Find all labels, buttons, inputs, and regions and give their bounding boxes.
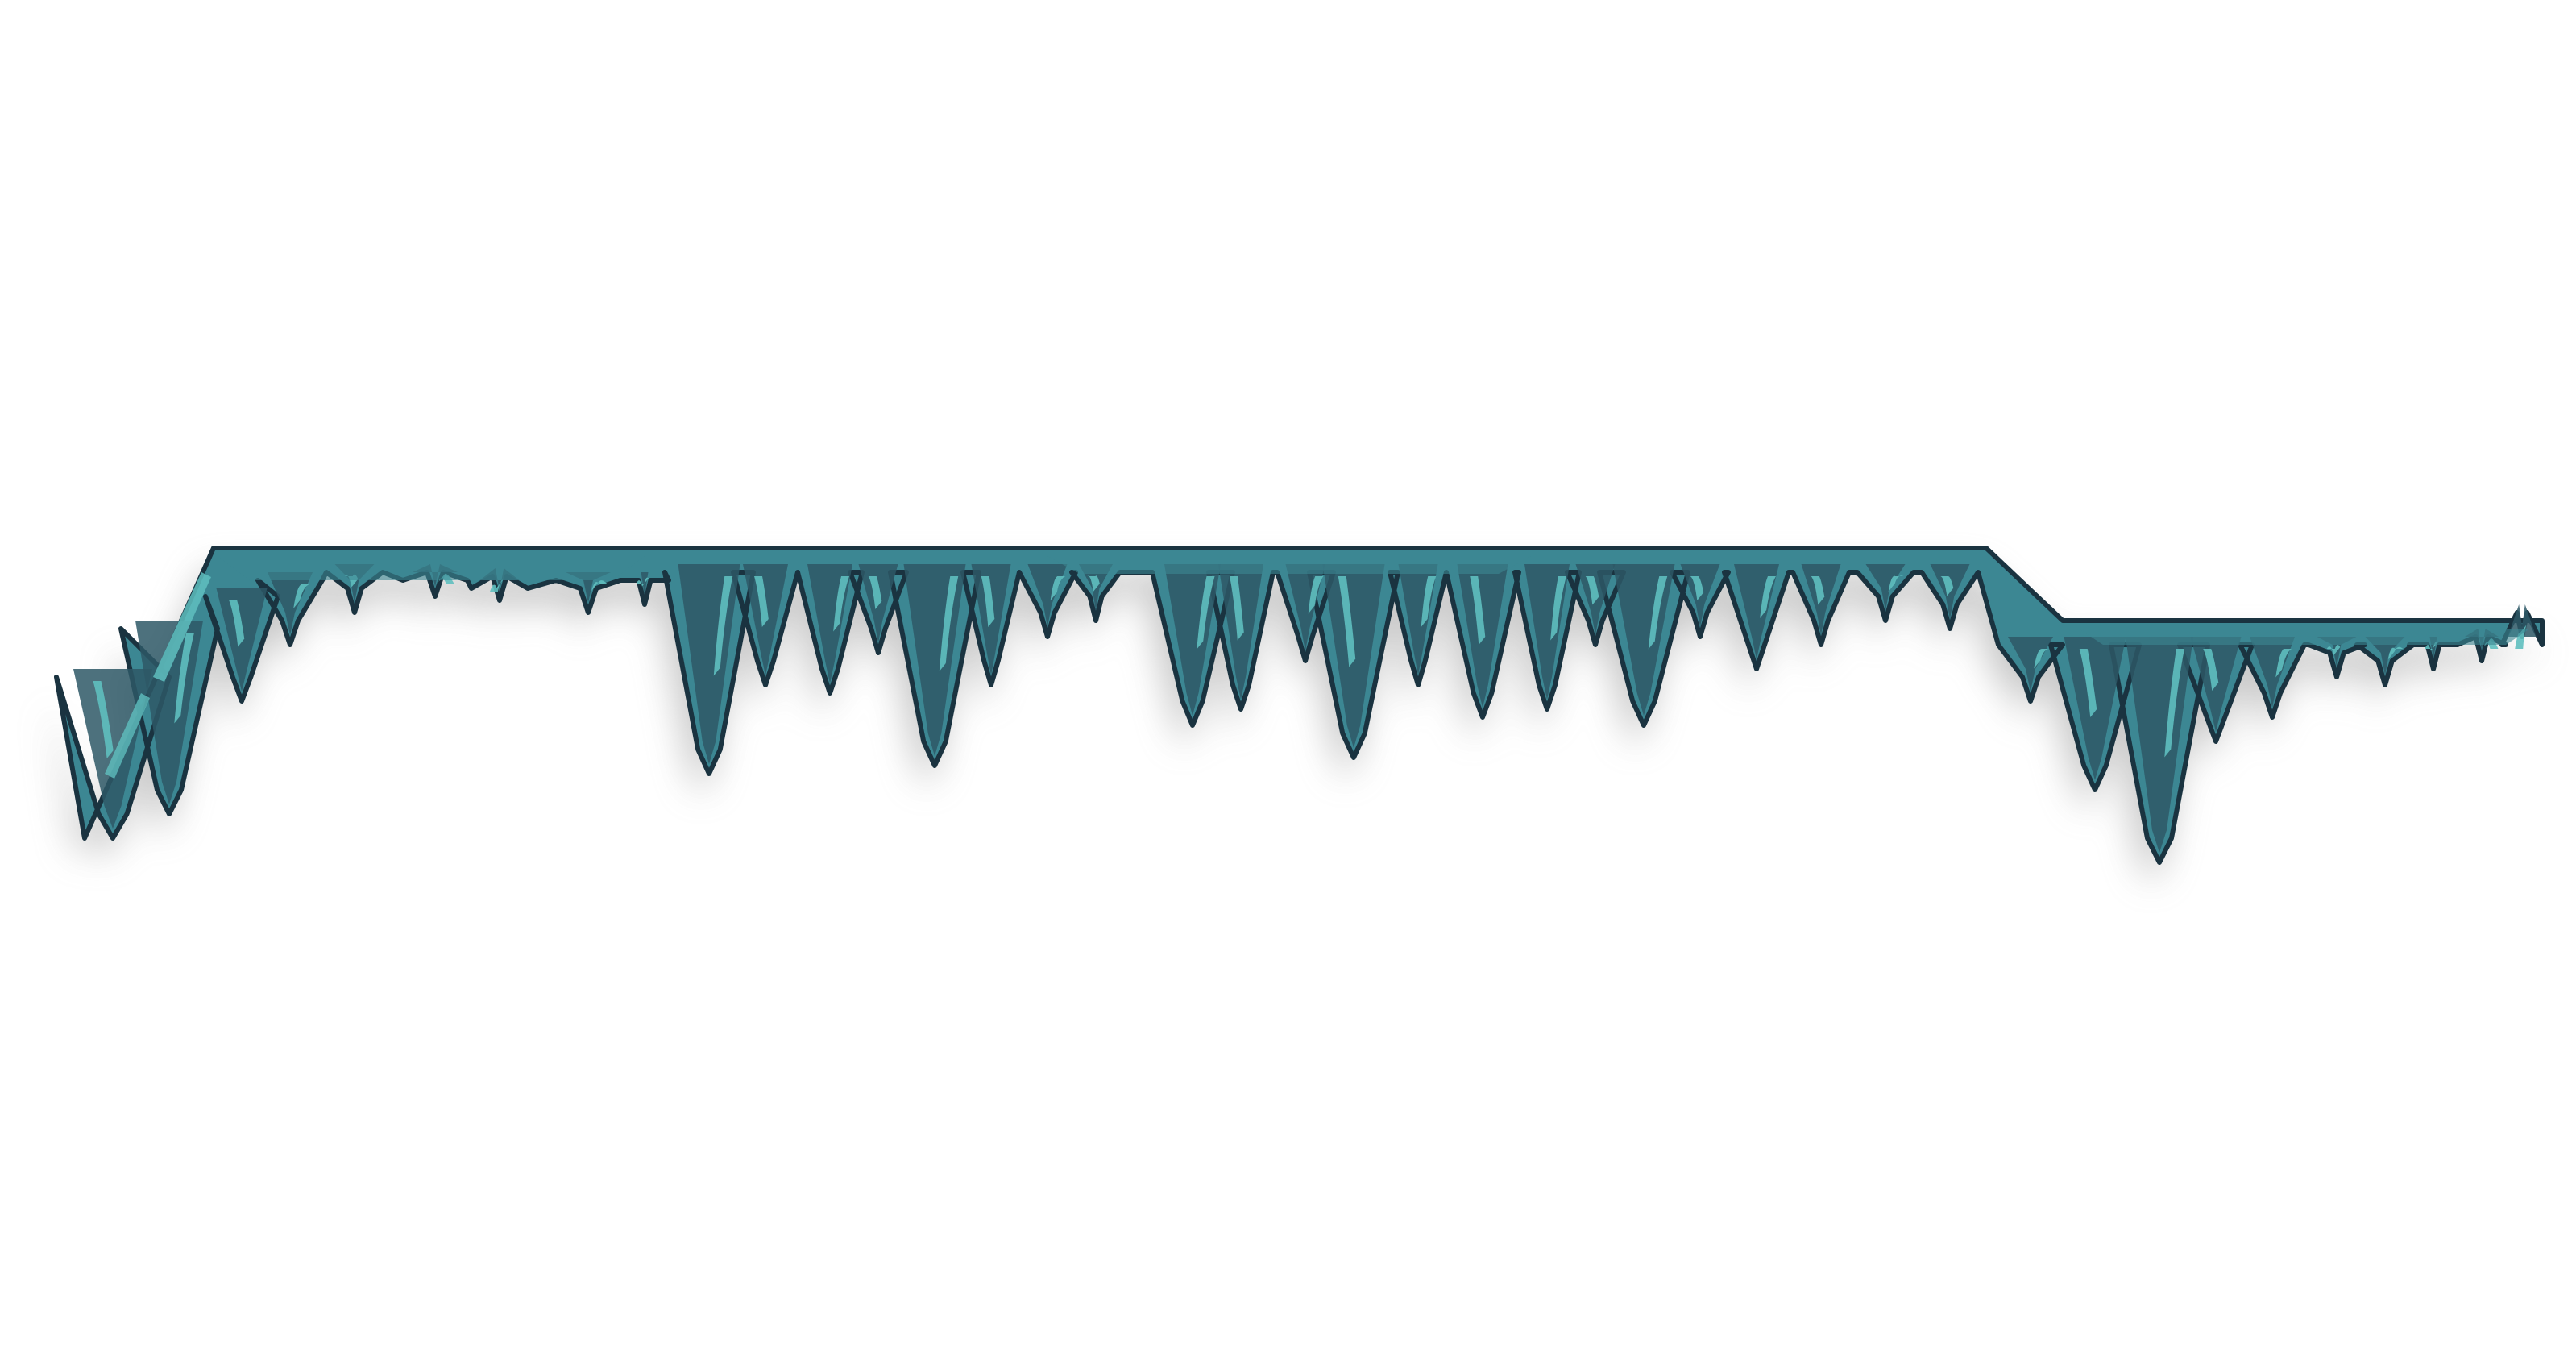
ice-highlight-streak [2326, 645, 2341, 655]
ice-highlight-streak [2387, 646, 2404, 660]
ice-highlight-streak [1811, 576, 1825, 605]
slope-highlight [105, 693, 150, 779]
top-edge-band [218, 556, 645, 580]
icicle-spike [628, 572, 662, 595]
icicle-spike [1865, 564, 1906, 611]
ice-highlight-streak [2164, 649, 2184, 758]
top-edge-band [2079, 629, 2530, 645]
icicle-spikes [73, 564, 2537, 853]
ice-highlight-streak [754, 576, 769, 627]
icicle-spike [2416, 637, 2450, 659]
ice-highlight-streak [1087, 575, 1100, 592]
ice-highlight-streak [2425, 642, 2437, 651]
platform-shadow [48, 571, 2534, 885]
ice-highlight-streak [1690, 576, 1704, 600]
ice-highlight-streak [1338, 576, 1356, 667]
platform-drop-shadow [48, 571, 2534, 885]
ice-highlight-streak [1550, 576, 1566, 641]
ice-highlight-streak [1308, 576, 1324, 614]
top-edge-band [1047, 556, 1531, 574]
ice-highlight-streak [174, 633, 194, 724]
ice-highlight-streak [2079, 649, 2097, 717]
ice-highlight-streak [2275, 649, 2292, 678]
ice-highlight-streak [1197, 576, 1215, 650]
icicle-spike [2317, 637, 2357, 667]
ice-highlight-streak [2203, 649, 2219, 691]
ice-highlight-streak [713, 576, 733, 676]
ice-highlight-streak [939, 576, 959, 671]
ice-highlight-streak [1230, 576, 1244, 641]
ice-highlight-streak [229, 600, 245, 647]
icicle-spike [2365, 637, 2405, 675]
ice-highlights [93, 556, 2530, 779]
ice-highlight-streak [2034, 648, 2050, 669]
ice-highlight-streak [1888, 575, 1904, 592]
ice-highlight-streak [1470, 576, 1486, 645]
icicle-spike [566, 572, 611, 603]
ice-highlight-streak [868, 576, 882, 609]
slope-highlight [153, 572, 211, 682]
ice-highlight-streak [1585, 576, 1599, 605]
ice-highlight-streak [636, 577, 649, 587]
ice-highlight-streak [833, 576, 849, 632]
ice-highlight-streak [489, 579, 504, 592]
ice-highlight-streak [1421, 576, 1437, 627]
ice-highlight-streak [1648, 576, 1668, 650]
ice-highlight-streak [981, 576, 995, 627]
ice-highlight-streak [293, 584, 309, 608]
ice-highlight-streak [591, 580, 608, 591]
ice-highlight-streak [1050, 576, 1066, 600]
ice-highlight-streak [1939, 575, 1954, 596]
ice-highlight-streak [93, 681, 114, 758]
ice-highlight-streak [1760, 576, 1776, 618]
